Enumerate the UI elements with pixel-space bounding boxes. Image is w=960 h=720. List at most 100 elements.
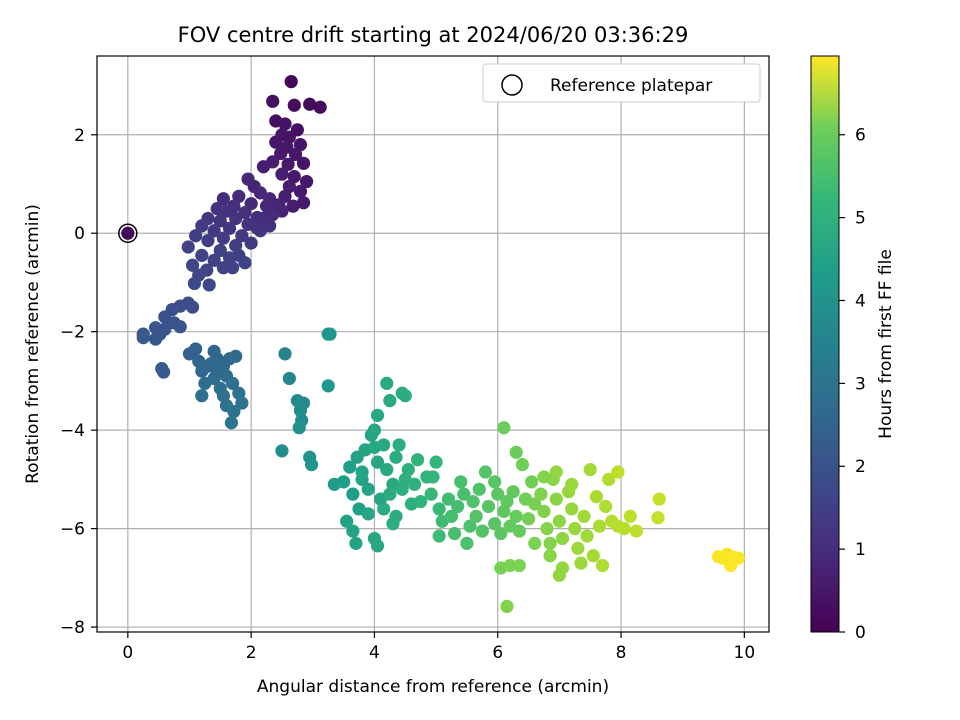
- data-point: [290, 123, 304, 137]
- data-point: [226, 261, 240, 275]
- data-point: [383, 394, 397, 408]
- data-point: [521, 512, 536, 526]
- data-point: [623, 509, 637, 523]
- data-point: [288, 147, 303, 162]
- data-point: [269, 135, 283, 149]
- data-point: [370, 539, 385, 553]
- x-tick-label: 2: [246, 643, 257, 663]
- data-point: [580, 529, 594, 543]
- data-point: [195, 389, 209, 403]
- data-point: [475, 524, 489, 538]
- data-point: [509, 509, 523, 523]
- plot-frame: [96, 55, 770, 633]
- colorbar-tick-label: 4: [855, 291, 866, 311]
- colorbar-tick-label: 5: [855, 209, 866, 229]
- data-point: [287, 98, 301, 112]
- data-point: [173, 320, 187, 334]
- y-tick-label: 0: [74, 224, 85, 244]
- data-point: [235, 396, 249, 410]
- data-point: [201, 234, 215, 248]
- data-point: [272, 198, 286, 212]
- colorbar-tick-label: 0: [855, 623, 866, 643]
- y-tick-label: −6: [60, 520, 85, 540]
- data-point: [238, 256, 252, 270]
- data-point: [244, 236, 258, 250]
- data-point: [429, 455, 443, 469]
- data-point: [447, 526, 462, 541]
- data-point: [187, 276, 202, 291]
- colorbar-tick-label: 6: [855, 126, 866, 146]
- x-tick-label: 4: [369, 643, 380, 663]
- data-point: [235, 229, 249, 243]
- data-point: [355, 465, 369, 479]
- data-point: [340, 514, 354, 528]
- x-tick-label: 8: [616, 643, 627, 663]
- data-point: [537, 470, 551, 484]
- reference-marker: [118, 223, 138, 243]
- data-point: [202, 278, 216, 292]
- data-point: [370, 408, 385, 422]
- data-point: [543, 549, 557, 563]
- data-point: [500, 494, 514, 509]
- data-point: [389, 450, 403, 464]
- data-point: [256, 211, 271, 226]
- data-point: [313, 100, 327, 114]
- data-point: [296, 156, 311, 170]
- data-point: [303, 97, 317, 111]
- data-point: [216, 231, 230, 245]
- data-point: [577, 509, 591, 523]
- data-point: [229, 211, 243, 226]
- y-axis-ticks: −8 −6 −4 −2 0 2: [60, 126, 97, 638]
- y-axis-label: Rotation from reference (arcmin): [23, 204, 43, 484]
- data-point: [213, 214, 227, 228]
- data-point: [555, 561, 570, 575]
- data-point: [617, 522, 631, 536]
- data-point: [182, 347, 197, 361]
- y-tick-label: 2: [74, 126, 85, 146]
- data-point: [377, 438, 391, 452]
- data-point: [466, 494, 480, 509]
- data-point: [488, 517, 502, 531]
- data-point: [346, 524, 360, 538]
- data-point: [367, 423, 382, 437]
- data-point: [284, 75, 298, 89]
- data-point: [383, 487, 397, 501]
- data-point: [478, 465, 493, 479]
- colorbar: 0 1 2 3 4 5 6 Hours from first FF file: [810, 55, 896, 643]
- data-point: [224, 416, 238, 430]
- x-axis-label: Angular distance from reference (arcmin): [257, 677, 609, 697]
- colorbar-tick-label: 1: [855, 540, 866, 560]
- data-point: [592, 519, 607, 533]
- y-tick-label: −8: [60, 618, 85, 638]
- data-point: [201, 359, 215, 373]
- data-point: [136, 331, 150, 345]
- data-point: [323, 327, 337, 341]
- data-point: [278, 347, 292, 361]
- data-point: [286, 199, 300, 213]
- reference-data-point: [121, 226, 135, 240]
- data-point: [537, 504, 551, 518]
- data-point: [156, 365, 171, 379]
- data-point: [509, 445, 523, 459]
- y-tick-label: −2: [60, 323, 85, 343]
- data-point: [296, 196, 311, 210]
- data-point: [181, 240, 195, 254]
- data-point: [424, 487, 438, 501]
- data-point: [229, 349, 243, 363]
- data-points: [121, 75, 745, 614]
- data-point: [491, 487, 505, 501]
- data-point: [377, 502, 391, 516]
- data-point: [361, 482, 375, 496]
- data-point: [528, 497, 542, 511]
- data-point: [321, 379, 335, 393]
- data-point: [652, 492, 666, 506]
- data-point: [731, 551, 745, 565]
- data-point: [602, 472, 616, 486]
- data-point: [565, 502, 579, 516]
- data-point: [343, 460, 357, 474]
- data-point: [716, 551, 730, 565]
- data-point: [552, 514, 566, 528]
- data-point: [275, 444, 289, 458]
- data-point: [407, 477, 422, 491]
